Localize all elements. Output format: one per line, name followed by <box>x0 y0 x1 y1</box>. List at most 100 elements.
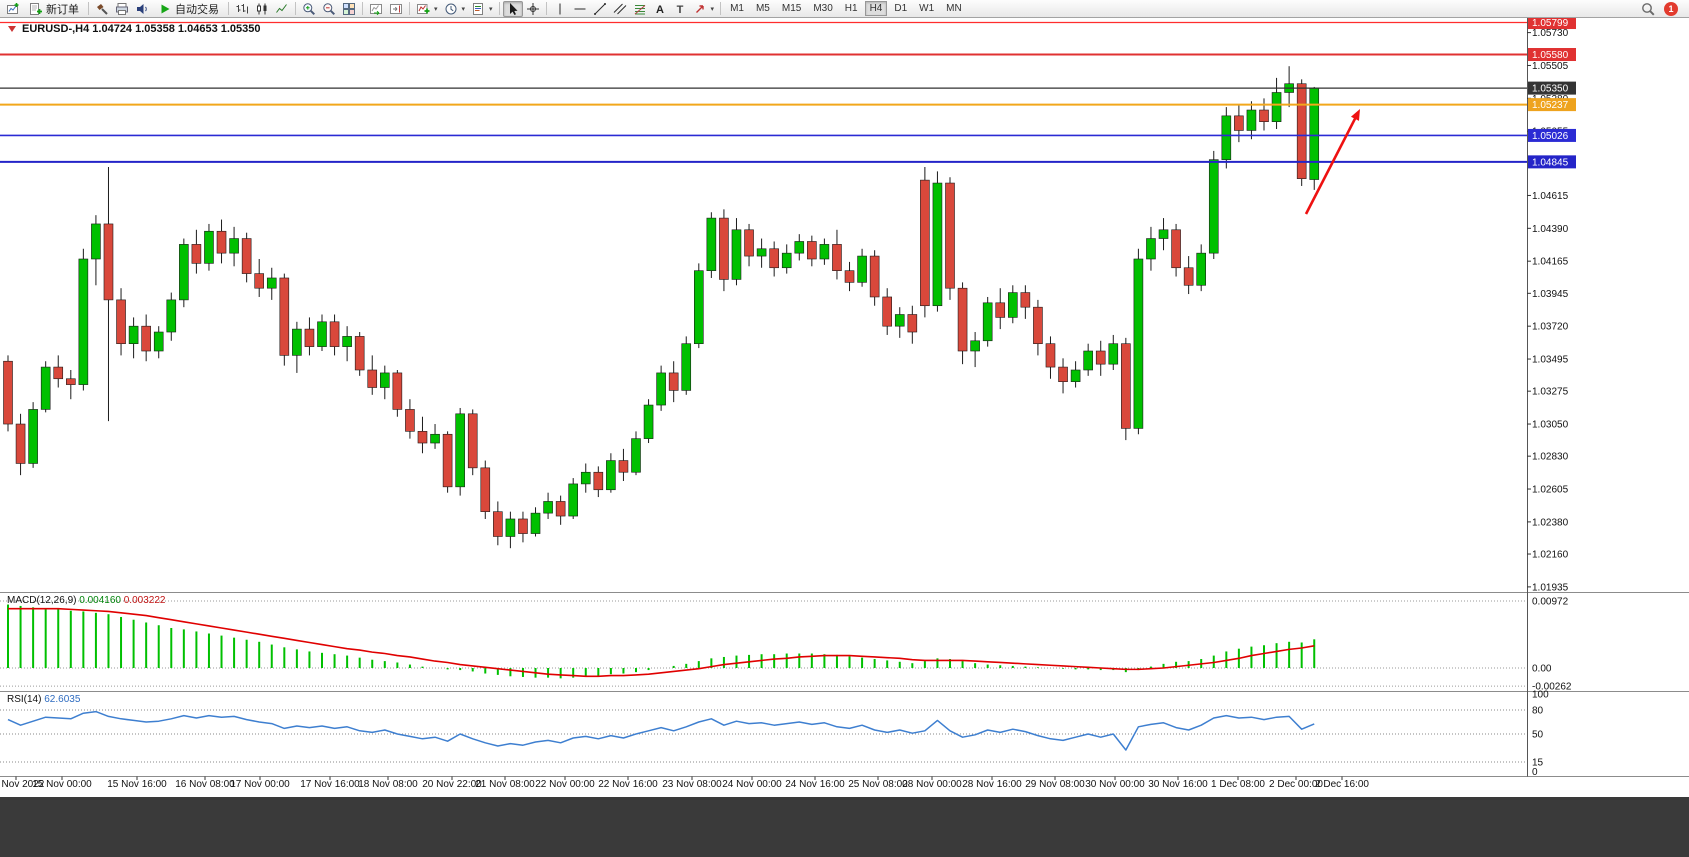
bar-chart-button[interactable] <box>232 1 252 17</box>
timeframe-m30[interactable]: M30 <box>813 3 833 14</box>
candle <box>794 234 805 261</box>
svg-text:A: A <box>656 4 664 16</box>
candle <box>3 355 13 432</box>
notification-badge[interactable]: 1 <box>1664 1 1678 16</box>
candle <box>1108 334 1119 370</box>
candle <box>304 317 315 356</box>
candle <box>756 238 767 268</box>
main-toolbar: 新订单 自动交易 <box>0 0 1689 18</box>
timeframe-d1[interactable]: D1 <box>894 3 908 14</box>
time-label: 15 Nov 16:00 <box>107 779 167 790</box>
macd-main-value: 0.004160 <box>79 595 121 606</box>
candle <box>606 453 616 493</box>
candle <box>668 361 679 403</box>
price-tick-label: 1.03720 <box>1532 322 1569 333</box>
candle <box>166 292 177 341</box>
timeframe-h1[interactable]: H1 <box>844 3 858 14</box>
time-label: 16 Nov 08:00 <box>175 779 235 790</box>
trendline-tool-button[interactable] <box>590 1 610 17</box>
candle <box>1246 101 1257 140</box>
candle <box>1083 343 1093 376</box>
candle <box>580 463 591 493</box>
candle <box>1058 358 1068 394</box>
crosshair-button[interactable] <box>523 1 543 17</box>
search-button[interactable] <box>1638 1 1658 17</box>
rsi-scale-label: 100 <box>1532 690 1549 701</box>
indicators-icon <box>417 3 430 14</box>
new-chart-button[interactable] <box>3 1 23 17</box>
zoom-in-button[interactable] <box>299 1 319 17</box>
toolbar-separator <box>545 2 547 15</box>
chart-shift-button[interactable] <box>386 1 406 17</box>
candle <box>78 248 89 391</box>
timeframe-m15[interactable]: M15 <box>781 3 802 14</box>
new-order-label: 新订单 <box>46 3 79 16</box>
text-label-tool-button[interactable]: T <box>670 1 690 17</box>
candle <box>857 248 867 287</box>
macd-name: MACD(12,26,9) <box>7 595 77 606</box>
timeframe-mn[interactable]: MN <box>946 3 962 14</box>
trend-arrow[interactable] <box>1304 113 1359 215</box>
candle <box>719 209 729 292</box>
periods-button[interactable]: ▾ <box>441 1 469 17</box>
candle <box>179 238 189 308</box>
candle <box>153 326 164 359</box>
time-label: 20 Nov 22:00 <box>422 779 482 790</box>
price-tick-label: 1.01935 <box>1532 582 1569 593</box>
clock-icon <box>445 3 457 14</box>
text-tool-button[interactable]: A <box>650 1 670 17</box>
timeframe-m5[interactable]: M5 <box>755 3 770 14</box>
candle <box>1070 361 1081 388</box>
autotrading-button[interactable]: 自动交易 <box>152 1 225 17</box>
candle <box>417 416 428 454</box>
candle <box>329 314 340 356</box>
chart-title: EURUSD-,H4 1.04724 1.05358 1.04653 1.053… <box>8 23 261 35</box>
fibonacci-tool-button[interactable] <box>630 1 650 17</box>
rsi-line <box>7 710 1315 751</box>
tile-windows-icon <box>343 2 355 15</box>
candle <box>807 235 817 267</box>
timeframe-w1[interactable]: W1 <box>919 3 935 14</box>
candle <box>832 229 842 280</box>
time-label: 15 Nov 00:00 <box>32 779 92 790</box>
line-chart-button[interactable] <box>272 1 292 17</box>
macd-scale-label: -0.00262 <box>1532 682 1572 693</box>
timeframe-m1[interactable]: M1 <box>730 3 744 14</box>
zoom-in-icon <box>303 2 316 15</box>
new-chart-icon <box>7 2 19 14</box>
new-order-button[interactable]: 新订单 <box>23 1 85 17</box>
toolbar-separator <box>295 2 296 15</box>
price-badge-label: 1.05580 <box>1532 50 1569 61</box>
templates-button[interactable]: ▾ <box>468 1 496 17</box>
metaeditor-button[interactable] <box>92 1 112 17</box>
tile-windows-button[interactable] <box>339 1 359 17</box>
print-button[interactable] <box>112 1 132 17</box>
time-label: 1 Dec 08:00 <box>1211 779 1265 790</box>
sound-button[interactable] <box>132 1 152 17</box>
channel-tool-button[interactable] <box>610 1 630 17</box>
zoom-out-button[interactable] <box>319 1 339 17</box>
cursor-button[interactable] <box>502 0 523 17</box>
candle <box>945 177 955 300</box>
indicators-button[interactable]: ▾ <box>413 1 441 17</box>
vertical-line-tool-button[interactable] <box>550 1 570 17</box>
new-order-icon <box>30 2 42 15</box>
candle <box>1196 244 1206 292</box>
arrows-tool-button[interactable]: ▾ <box>690 1 718 17</box>
candle <box>1208 150 1219 259</box>
candle <box>970 332 980 368</box>
candle <box>505 511 516 549</box>
autoscroll-button[interactable] <box>366 1 386 17</box>
horizontal-line-tool-button[interactable] <box>570 1 590 17</box>
candlestick-chart-icon <box>257 3 267 14</box>
timeframe-h4[interactable]: H4 <box>864 1 888 16</box>
price-badge <box>1528 48 1576 62</box>
candlestick-chart-button[interactable] <box>252 1 272 17</box>
trend-arrow-head[interactable] <box>1350 109 1360 121</box>
candle <box>555 495 566 525</box>
rsi-scale-label: 80 <box>1532 706 1544 717</box>
sound-icon <box>137 3 147 14</box>
macd-scale-label: 0.00 <box>1532 664 1552 675</box>
